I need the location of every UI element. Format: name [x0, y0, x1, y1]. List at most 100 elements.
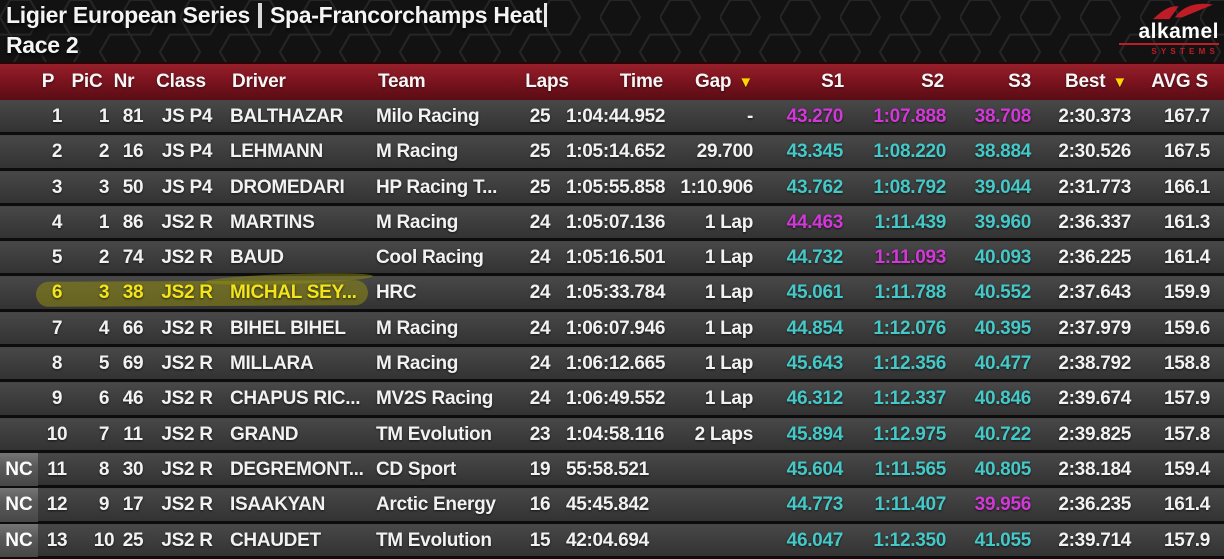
cell-class: JS2 R: [161, 247, 213, 269]
cell-position: 6: [51, 282, 63, 304]
column-header-nr: Nr: [113, 71, 135, 92]
cell-class: JS P4: [161, 106, 213, 127]
column-header-position: P: [41, 71, 55, 92]
cell-s1: 45.061: [786, 282, 844, 304]
table-row[interactable]: 2 2 16 JS P4 LEHMANN M Racing 25 1:05:14.652 29.…: [0, 135, 1224, 168]
cell-driver: CHAUDET: [230, 529, 321, 551]
column-header-best[interactable]: Best ▼: [1064, 71, 1127, 92]
cell-driver: DROMEDARI: [230, 176, 345, 198]
cell-laps: 19: [529, 458, 551, 480]
cell-best-lap: 2:37.643: [1058, 282, 1131, 304]
cell-laps: 24: [529, 247, 551, 269]
cell-gap: 29.700: [696, 141, 754, 163]
cell-team: MV2S Racing: [376, 388, 494, 410]
cell-driver: DEGREMONT...: [230, 458, 364, 480]
sort-desc-icon: ▼: [1112, 74, 1127, 91]
cell-pic: 3: [98, 176, 110, 198]
cell-avg-speed: 161.4: [1163, 247, 1210, 269]
cell-position: 2: [51, 141, 63, 163]
cell-time: 1:06:12.665: [566, 353, 666, 375]
table-header: P PiC Nr Class Driver Team Laps Time Gap…: [0, 62, 1224, 100]
cell-position: 8: [51, 353, 63, 375]
cell-s3: 40.846: [974, 388, 1032, 410]
cell-laps: 15: [529, 529, 551, 551]
column-header-s3: S3: [1008, 71, 1031, 92]
cell-team: Milo Racing: [376, 106, 480, 127]
cell-gap: 2 Laps: [694, 423, 754, 445]
cell-class: JS2 R: [161, 423, 213, 445]
cell-s2: 1:07.888: [873, 106, 946, 127]
logo-brand-text: alkamel: [1119, 21, 1219, 45]
column-header-gap[interactable]: Gap ▼: [694, 71, 753, 92]
cell-time: 1:06:49.552: [566, 388, 666, 410]
cell-position: 3: [51, 176, 63, 198]
cell-s1: 46.047: [786, 529, 844, 551]
cell-class: JS2 R: [161, 529, 213, 551]
table-row[interactable]: 5 2 74 JS2 R BAUD Cool Racing 24 1:05:16.501 1 L…: [0, 241, 1224, 274]
cell-s3: 39.044: [974, 176, 1032, 198]
table-row[interactable]: NC 13 10 25 JS2 R CHAUDET TM Evolution 15 42:04…: [0, 523, 1224, 557]
cell-best-lap: 2:36.337: [1058, 211, 1131, 233]
cell-time: 1:04:58.116: [566, 423, 665, 445]
cell-pic: 5: [98, 353, 110, 375]
cell-s2: 1:11.407: [874, 494, 946, 516]
cell-class: JS2 R: [161, 211, 213, 233]
sort-desc-icon: ▼: [738, 74, 753, 91]
cell-team: Cool Racing: [376, 247, 484, 269]
table-row-highlighted[interactable]: 6 3 38 JS2 R MICHAL SEY... HRC 24 1:05:33.784 1 …: [0, 271, 1224, 309]
cell-nr: 16: [122, 141, 144, 163]
cell-class: JS P4: [161, 141, 213, 163]
cell-gap: 1 Lap: [704, 317, 753, 339]
table-row[interactable]: 10 7 11 JS2 R GRAND TM Evolution 23 1:04:58.116…: [0, 417, 1224, 450]
cell-s3: 40.722: [974, 423, 1032, 445]
status-badge-nc: NC: [0, 452, 38, 487]
cell-position: 4: [51, 211, 63, 233]
cell-team: M Racing: [376, 211, 459, 233]
cell-best-lap: 2:38.792: [1058, 353, 1131, 375]
cell-s1: 45.894: [786, 423, 844, 445]
cell-s1: 46.312: [786, 388, 844, 410]
cell-laps: 24: [529, 317, 551, 339]
column-header-driver: Driver: [232, 71, 286, 92]
cell-time: 1:05:55.858: [566, 176, 666, 198]
cell-driver: BIHEL BIHEL: [230, 317, 346, 339]
table-row[interactable]: 1 1 81 JS P4 BALTHAZAR Milo Racing 25 1:04:44.9…: [0, 100, 1224, 133]
cell-time: 1:05:14.652: [566, 141, 666, 163]
cell-pic: 3: [98, 282, 110, 304]
table-row[interactable]: 7 4 66 JS2 R BIHEL BIHEL M Racing 24 1:06:07.94…: [0, 311, 1224, 345]
table-row[interactable]: NC 12 9 17 JS2 R ISAAKYAN Arctic Energy 16 45:4…: [0, 488, 1224, 522]
cell-s2: 1:12.356: [873, 353, 946, 375]
cell-laps: 25: [529, 141, 551, 163]
cell-s3: 39.960: [974, 211, 1032, 233]
status-badge-nc: NC: [0, 488, 38, 522]
cell-position: 12: [46, 494, 68, 516]
status-badge-nc: NC: [0, 523, 38, 557]
table-row[interactable]: 9 6 46 JS2 R CHAPUS RIC... MV2S Racing 24 1:06:…: [0, 382, 1224, 415]
cell-avg-speed: 158.8: [1163, 353, 1210, 375]
cell-pic: 2: [98, 141, 110, 163]
cell-laps: 24: [529, 353, 551, 375]
cell-nr: 66: [122, 317, 144, 339]
table-row[interactable]: 3 3 50 JS P4 DROMEDARI HP Racing T... 25 1:05:5…: [0, 170, 1224, 203]
table-row[interactable]: NC 11 8 30 JS2 R DEGREMONT... CD Sport 19 55:58…: [0, 452, 1224, 487]
cell-laps: 24: [529, 211, 551, 233]
cell-s1: 45.643: [786, 353, 844, 375]
cell-pic: 1: [98, 211, 110, 233]
cell-pic: 10: [93, 529, 115, 551]
table-row[interactable]: 8 5 69 JS2 R MILLARA M Racing 24 1:06:12.665 1 L…: [0, 347, 1224, 380]
cell-nr: 17: [122, 494, 144, 516]
cell-laps: 25: [529, 106, 551, 127]
cell-s3: 40.552: [974, 282, 1032, 304]
cell-driver: GRAND: [230, 423, 299, 445]
cell-avg-speed: 161.3: [1163, 211, 1210, 233]
table-row[interactable]: 4 1 86 JS2 R MARTINS M Racing 24 1:05:07.136 1 L…: [0, 205, 1224, 239]
cell-pic: 2: [98, 247, 110, 269]
cell-class: JS2 R: [161, 494, 213, 516]
cell-nr: 30: [122, 458, 144, 480]
cell-class: JS2 R: [161, 282, 213, 304]
series-name: Ligier European Series: [6, 1, 250, 28]
cell-avg-speed: 159.4: [1163, 458, 1210, 480]
cell-s2: 1:11.093: [874, 247, 946, 269]
cell-best-lap: 2:31.773: [1058, 176, 1131, 198]
